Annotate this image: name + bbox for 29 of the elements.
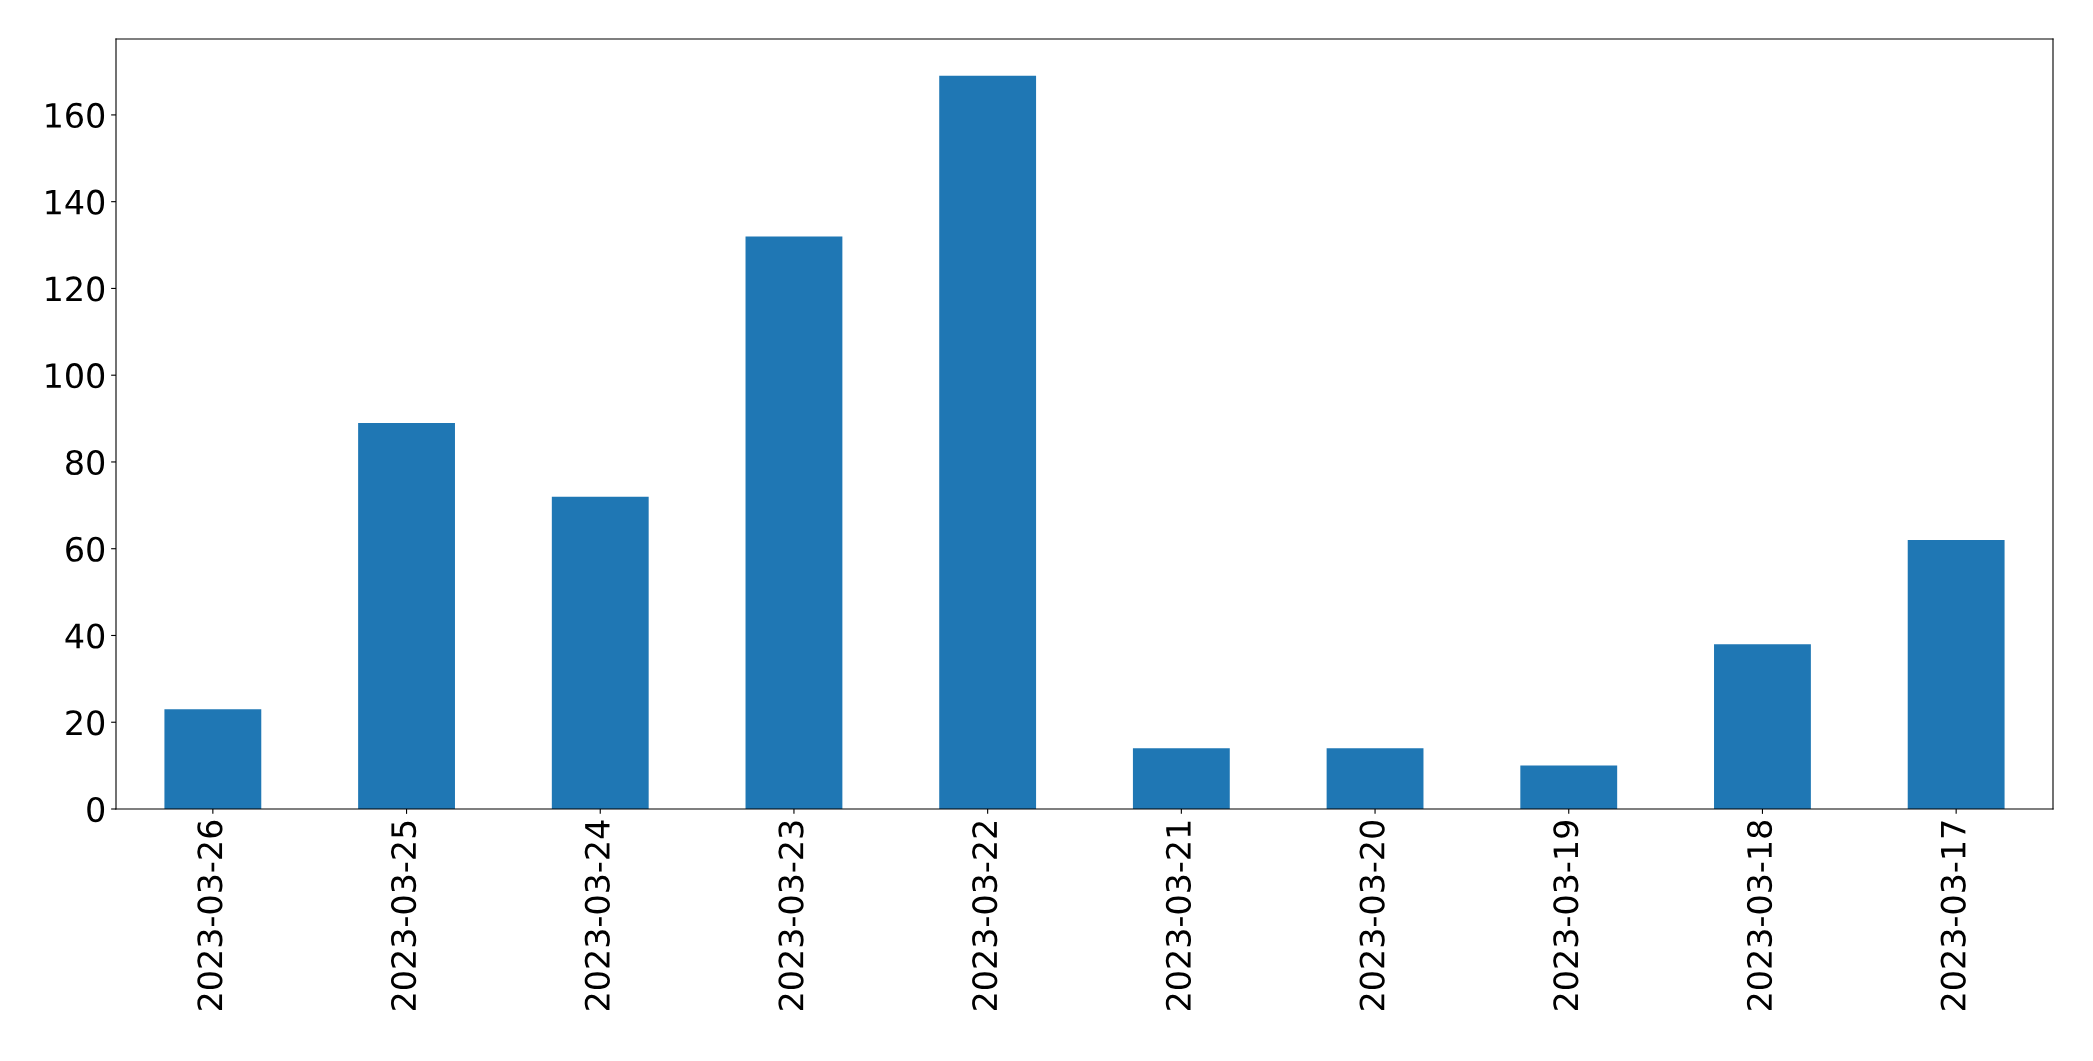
x-tick-label: 2023-03-25 — [391, 821, 417, 1010]
bar — [1520, 765, 1618, 809]
x-tick-label: 2023-03-24 — [584, 820, 610, 1010]
bar — [745, 236, 843, 809]
bar — [1132, 748, 1230, 809]
y-tick-label: 40 — [65, 623, 105, 649]
y-tick-label: 120 — [46, 276, 105, 302]
x-tick-label: 2023-03-17 — [1940, 821, 1966, 1010]
bar — [1714, 644, 1811, 809]
bar — [1907, 540, 2005, 809]
bar — [551, 496, 649, 809]
x-tick-label: 2023-03-21 — [1165, 821, 1192, 1010]
bar — [939, 75, 1037, 809]
x-tick-label: 2023-03-26 — [197, 820, 223, 1010]
x-tick-label: 2023-03-23 — [778, 821, 804, 1010]
y-tick-label: 140 — [46, 189, 105, 215]
x-tick-label: 2023-03-22 — [972, 822, 998, 1010]
x-tick-label: 2023-03-19 — [1553, 821, 1579, 1010]
y-tick-label: 80 — [66, 449, 105, 476]
y-tick-label: 60 — [66, 536, 105, 562]
bar — [164, 709, 262, 809]
bar — [358, 422, 455, 809]
x-tick-label: 2023-03-18 — [1746, 821, 1773, 1010]
y-tick-label: 0 — [87, 796, 105, 823]
bar — [1326, 748, 1424, 809]
y-tick-label: 100 — [46, 363, 105, 389]
y-tick-label: 160 — [46, 102, 105, 129]
x-tick-label: 2023-03-20 — [1359, 820, 1385, 1010]
y-tick-label: 20 — [66, 710, 105, 736]
